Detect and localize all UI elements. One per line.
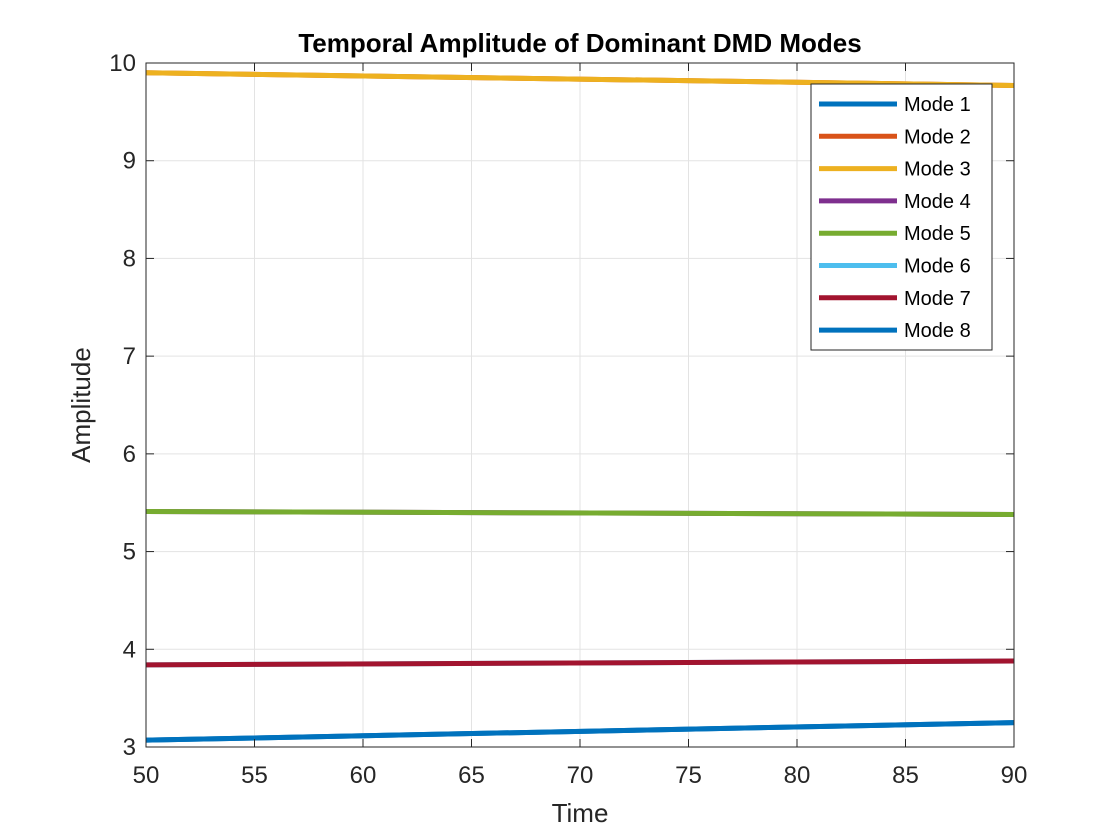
legend-item-mode-5[interactable]: Mode 5 — [819, 223, 971, 245]
series-lines — [145, 70, 1015, 743]
legend-item-mode-7[interactable]: Mode 7 — [819, 288, 971, 310]
y-tick-labels: 3 4 5 6 7 8 9 10 — [109, 50, 136, 761]
legend-label: Mode 7 — [904, 288, 971, 310]
axes — [145, 62, 1015, 748]
legend-item-mode-1[interactable]: Mode 1 — [819, 94, 971, 116]
x-tick-label: 80 — [784, 762, 811, 789]
series-line-mode-8 — [145, 720, 1015, 743]
legend-item-mode-8[interactable]: Mode 8 — [819, 320, 971, 342]
x-tick-label: 60 — [350, 762, 377, 789]
x-tick-labels: 50 55 60 65 70 75 80 85 90 — [133, 762, 1028, 789]
legend-label: Mode 3 — [904, 159, 971, 181]
series-line-mode-7 — [145, 658, 1015, 668]
legend-label: Mode 6 — [904, 256, 971, 278]
y-axis-label: Amplitude — [66, 347, 96, 463]
x-tick-label: 55 — [241, 762, 268, 789]
x-axis-label: Time — [552, 798, 609, 828]
y-tick-label: 9 — [123, 148, 136, 175]
y-tick-label: 3 — [123, 734, 136, 761]
y-tick-label: 7 — [123, 343, 136, 370]
y-tick-label: 10 — [109, 50, 136, 77]
legend-box — [810, 83, 993, 351]
y-tick-label: 6 — [123, 441, 136, 468]
y-tick-label: 4 — [123, 636, 136, 663]
legend-item-mode-4[interactable]: Mode 4 — [819, 191, 971, 213]
legend-label: Mode 2 — [904, 126, 971, 148]
series-line-mode-5 — [145, 509, 1015, 517]
legend[interactable]: Mode 1 Mode 2 Mode 3 Mode 4 Mode 5 Mode 6 Mode… — [810, 83, 993, 351]
legend-item-mode-6[interactable]: Mode 6 — [819, 256, 971, 278]
legend-item-mode-2[interactable]: Mode 2 — [819, 126, 971, 148]
x-tick-label: 65 — [458, 762, 485, 789]
x-tick-label: 90 — [1001, 762, 1028, 789]
y-tick-label: 5 — [123, 539, 136, 566]
legend-item-mode-3[interactable]: Mode 3 — [819, 159, 971, 181]
legend-label: Mode 4 — [904, 191, 971, 213]
legend-label: Mode 5 — [904, 223, 971, 245]
legend-label: Mode 8 — [904, 320, 971, 342]
series-line-mode-3 — [145, 70, 1015, 88]
legend-items: Mode 1 Mode 2 Mode 3 Mode 4 Mode 5 Mode 6 Mode… — [819, 94, 971, 342]
x-tick-label: 50 — [133, 762, 160, 789]
legend-label: Mode 1 — [904, 94, 971, 116]
x-tick-label: 85 — [892, 762, 919, 789]
chart-title: Temporal Amplitude of Dominant DMD Modes — [298, 28, 861, 58]
y-tick-label: 8 — [123, 245, 136, 272]
x-tick-label: 75 — [675, 762, 702, 789]
x-tick-label: 70 — [567, 762, 594, 789]
grid-lines — [146, 63, 1014, 747]
